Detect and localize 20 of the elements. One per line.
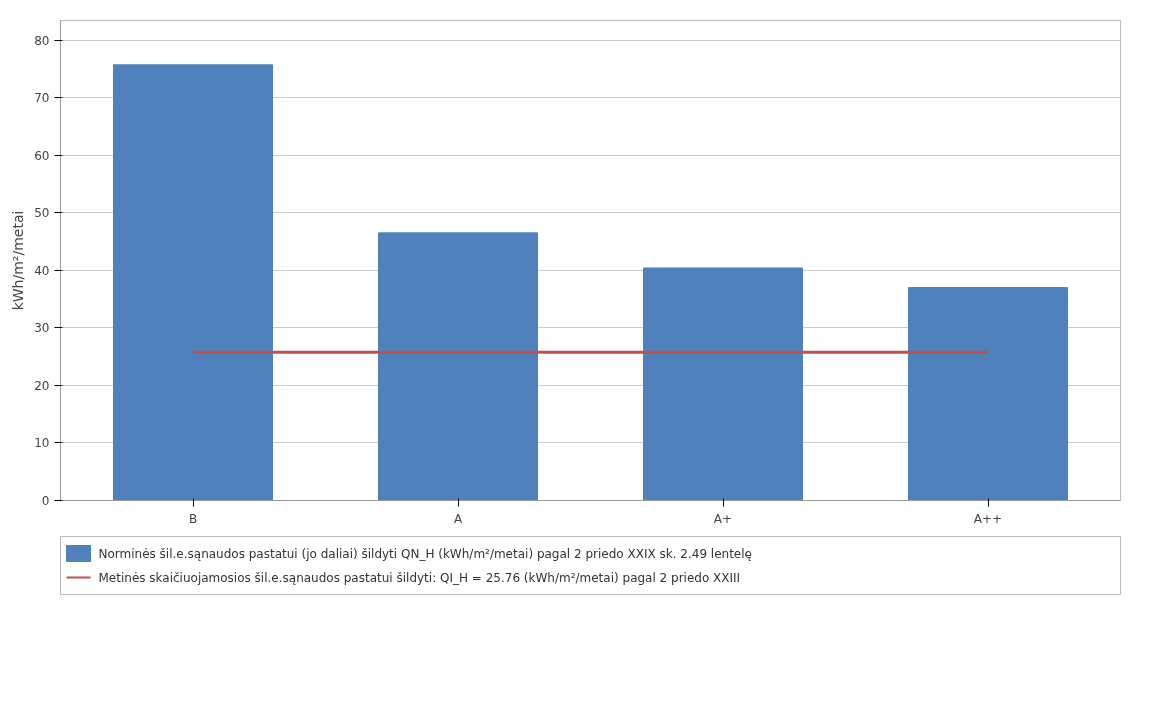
x-tick-label: A+ [713, 511, 733, 526]
y-tick-label: 10 [34, 436, 50, 451]
y-tick-label: 30 [34, 321, 50, 336]
legend-label: Norminės šil.e.sąnaudos pastatui (jo daliai) šildyti QN_H (kWh/m²/metai) pagal 2 priedo XXIX sk. 2.49 lentelę [98, 546, 752, 561]
y-tick-label: 70 [34, 91, 50, 106]
x-tick-label: A++ [973, 511, 1003, 526]
x-tick-label: A [453, 511, 463, 526]
bar [908, 287, 1068, 501]
y-tick-label: 0 [41, 494, 50, 508]
x-tick-label: B [188, 511, 198, 526]
bar [643, 267, 803, 501]
y-axis-title: kWh/m²/metai [10, 210, 27, 311]
y-tick-label: 80 [34, 33, 50, 48]
y-tick-label: 60 [34, 148, 50, 163]
bar [378, 232, 538, 501]
y-tick-label: 20 [34, 378, 50, 393]
bar [113, 64, 273, 501]
y-tick-label: 50 [34, 206, 50, 221]
y-tick-label: 40 [34, 263, 50, 278]
legend-label: Metinės skaičiuojamosios šil.e.sąnaudos pastatui šildyti: QI_H = 25.76 (kWh/m²/metai) pagal 2 priedo XXIII [98, 570, 741, 585]
